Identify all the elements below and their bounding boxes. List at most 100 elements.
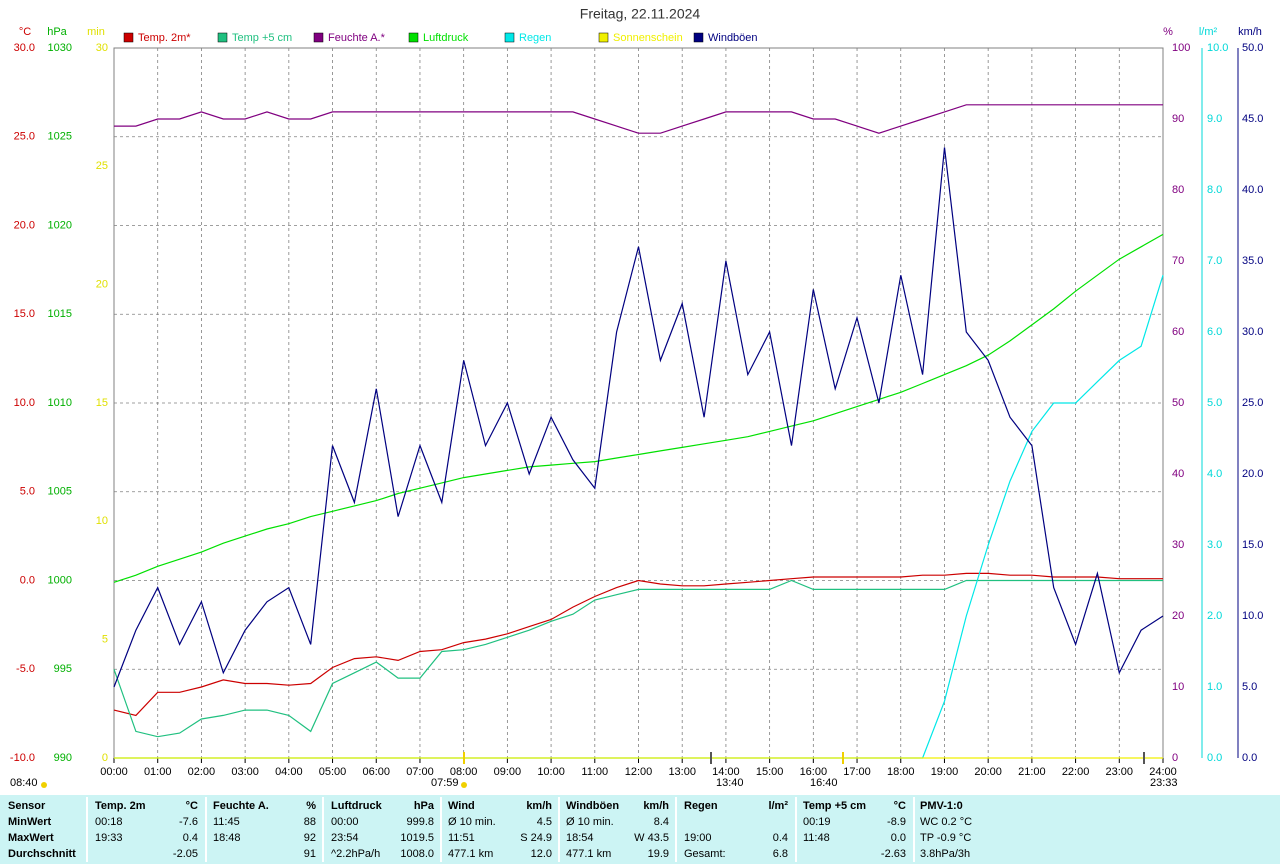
y-tick-label: 35.0 <box>1242 255 1263 267</box>
x-tick-label: 18:00 <box>887 766 915 778</box>
y-tick-label: 10 <box>1172 681 1184 693</box>
y-tick-label: 25.0 <box>14 131 35 143</box>
y-tick-label: 5.0 <box>20 486 35 498</box>
table-cell: W 43.5 <box>634 832 669 844</box>
x-tick-label: 24:00 <box>1149 766 1177 778</box>
table-cell: PMV-1:0 <box>920 800 963 812</box>
y-tick-label: 30 <box>96 42 108 54</box>
table-cell: 00:00 <box>331 816 359 828</box>
table-cell: Ø 10 min. <box>448 816 496 828</box>
table-cell: 11:51 <box>448 832 475 844</box>
table-cell: 92 <box>304 832 316 844</box>
x-tick-label: 00:00 <box>100 766 128 778</box>
y-tick-label: 15 <box>96 397 108 409</box>
legend-swatch <box>504 32 515 43</box>
y-tick-label: 1005 <box>48 486 72 498</box>
table-cell: -8.9 <box>887 816 906 828</box>
y-tick-label: 20.0 <box>14 219 35 231</box>
x-tick-label: 17:00 <box>843 766 871 778</box>
x-tick-label: 10:00 <box>537 766 565 778</box>
axis-unit: l/m² <box>1199 26 1218 38</box>
y-tick-label: 10.0 <box>1207 42 1228 54</box>
axis-unit: hPa <box>47 26 67 38</box>
table-cell: Luftdruck <box>331 800 383 812</box>
y-tick-label: 0.0 <box>1207 752 1222 764</box>
table-cell: Wind <box>448 800 475 812</box>
y-tick-label: 70 <box>1172 255 1184 267</box>
table-cell: 4.5 <box>537 816 552 828</box>
y-tick-label: -5.0 <box>16 663 35 675</box>
legend-swatch <box>123 32 134 43</box>
y-tick-label: 1000 <box>48 574 72 586</box>
stats-background <box>0 795 1280 864</box>
x-tick-label: 16:00 <box>800 766 828 778</box>
y-tick-label: 80 <box>1172 184 1184 196</box>
table-cell: 0.4 <box>773 832 788 844</box>
y-tick-label: -10.0 <box>10 752 35 764</box>
y-tick-label: 90 <box>1172 113 1184 125</box>
y-tick-label: 20.0 <box>1242 468 1263 480</box>
y-tick-label: 3.0 <box>1207 539 1222 551</box>
table-cell: Sensor <box>8 800 46 812</box>
y-tick-label: 1.0 <box>1207 681 1222 693</box>
table-cell: % <box>306 800 316 812</box>
y-tick-label: 45.0 <box>1242 113 1263 125</box>
table-cell: 19.9 <box>648 848 669 860</box>
table-cell: Gesamt: <box>684 848 726 860</box>
series-line <box>113 572 1163 717</box>
axis-unit: km/h <box>1238 26 1262 38</box>
y-tick-label: 2.0 <box>1207 610 1222 622</box>
x-tick-label: 04:00 <box>275 766 303 778</box>
table-cell: Durchschnitt <box>8 848 76 860</box>
chart-title: Freitag, 22.11.2024 <box>580 6 701 22</box>
table-cell: MinWert <box>8 816 52 828</box>
table-cell: 18:48 <box>213 832 241 844</box>
table-cell: 1019.5 <box>400 832 434 844</box>
legend-label: Feuchte A.* <box>328 32 386 44</box>
legend-label: Temp. 2m* <box>138 32 191 44</box>
table-cell: Temp +5 cm <box>803 800 866 812</box>
table-cell: km/h <box>526 800 552 812</box>
table-cell: 6.8 <box>773 848 788 860</box>
x-tick-label: 23:00 <box>1106 766 1134 778</box>
y-tick-label: 25 <box>96 160 108 172</box>
table-cell: 19:33 <box>95 832 123 844</box>
y-tick-label: 7.0 <box>1207 255 1222 267</box>
table-cell: 18:54 <box>566 832 594 844</box>
x-tick-label: 08:00 <box>450 766 478 778</box>
legend-label: Windböen <box>708 32 758 44</box>
y-tick-label: 10.0 <box>14 397 35 409</box>
y-tick-label: 0.0 <box>1242 752 1257 764</box>
y-tick-label: 100 <box>1172 42 1190 54</box>
table-cell: S 24.9 <box>520 832 552 844</box>
y-tick-label: 25.0 <box>1242 397 1263 409</box>
table-cell: l/m² <box>768 800 788 812</box>
y-tick-label: 1025 <box>48 131 72 143</box>
axis-unit: °C <box>19 26 31 38</box>
y-tick-label: 50 <box>1172 397 1184 409</box>
series-line <box>113 233 1164 583</box>
table-cell: 00:19 <box>803 816 831 828</box>
table-cell: °C <box>894 800 906 812</box>
y-tick-label: 0.0 <box>20 574 35 586</box>
axis-unit: % <box>1163 26 1173 38</box>
legend-swatch <box>598 32 609 43</box>
axis-unit: min <box>87 26 105 38</box>
time-annotation: 08:40 <box>10 777 38 789</box>
x-tick-label: 02:00 <box>188 766 216 778</box>
y-tick-label: 30 <box>1172 539 1184 551</box>
legend-label: Regen <box>519 32 551 44</box>
table-cell: hPa <box>414 800 435 812</box>
x-tick-label: 01:00 <box>144 766 172 778</box>
legend-swatch <box>408 32 419 43</box>
y-tick-label: 40 <box>1172 468 1184 480</box>
table-cell: Ø 10 min. <box>566 816 614 828</box>
y-tick-label: 6.0 <box>1207 326 1222 338</box>
table-cell: 88 <box>304 816 316 828</box>
y-tick-label: 4.0 <box>1207 468 1222 480</box>
series-line <box>113 579 1163 738</box>
y-tick-label: 10.0 <box>1242 610 1263 622</box>
x-tick-label: 12:00 <box>625 766 653 778</box>
y-tick-label: 15.0 <box>14 308 35 320</box>
table-cell: 0.0 <box>891 832 906 844</box>
